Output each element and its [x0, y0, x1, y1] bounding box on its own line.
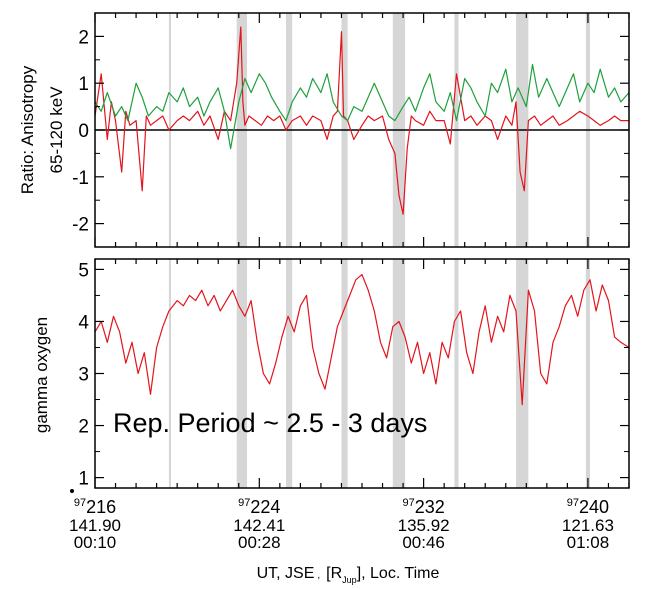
- period-annotation: Rep. Period ~ 2.5 - 3 days: [113, 408, 427, 438]
- x-tick-day: 224: [250, 497, 280, 517]
- x-tick-day: 216: [86, 497, 116, 517]
- x-tick-distance-label: 142.41: [233, 516, 285, 535]
- anisotropy-series-line-1: [94, 63, 630, 150]
- anisotropy-series: [94, 26, 630, 215]
- gamma-series: [94, 274, 630, 406]
- x-tick-distance-label: 141.90: [69, 516, 121, 535]
- gamma-y-tick-label: 5: [78, 260, 89, 281]
- anisotropy-series-line-0: [94, 26, 629, 215]
- x-axis-title-main: UT, JSE: [257, 565, 315, 582]
- anisotropy-x-ticks: [94, 13, 630, 247]
- gamma-shaded-band: [236, 259, 247, 488]
- x-tick-day: 240: [579, 497, 609, 517]
- x-tick-distance-label: 135.92: [398, 516, 450, 535]
- anisotropy-y-tick-label: -1: [72, 168, 89, 189]
- anisotropy-y-tick-label: 1: [78, 74, 89, 95]
- anisotropy-ylabel-line1: Ratio: Anisotropy: [18, 65, 37, 194]
- gamma-y-ticks: 1 2 3 4 5: [78, 260, 629, 490]
- gamma-ylabel: gamma oxygen: [32, 317, 51, 433]
- x-tick-day-label: 97240: [567, 497, 609, 517]
- x-tick-day-label: 97232: [402, 497, 444, 517]
- x-tick-year-sup: 97: [74, 497, 86, 509]
- gamma-x-ticks: [94, 259, 630, 488]
- gamma-shaded-band: [516, 259, 529, 488]
- anisotropy-panel: -2 -1 0 1 2 Ratio: Anisotropy 65-120 keV: [18, 12, 630, 248]
- gamma-series-line-0: [94, 274, 630, 406]
- gamma-y-tick-label: 3: [78, 365, 89, 386]
- anisotropy-y-tick-label: 0: [78, 121, 89, 142]
- gamma-y-tick-label: 4: [78, 312, 89, 333]
- x-tick-year-sup: 97: [238, 497, 250, 509]
- gamma-shaded-band: [392, 259, 406, 488]
- x-tick-day-label: 97216: [74, 497, 116, 517]
- gamma-oxygen-panel: 1 2 3 4 5 gamma oxygen Rep. Period ~ 2.5 - 3…: [32, 258, 630, 490]
- x-tick-day-label: 97224: [238, 497, 280, 517]
- gamma-shaded-band: [341, 259, 348, 488]
- x-axis-title-open: [R: [326, 565, 342, 582]
- gamma-shaded-band: [168, 259, 171, 488]
- anisotropy-ylabel-line2: 65-120 keV: [47, 86, 66, 174]
- gamma-shaded-band: [454, 259, 459, 488]
- x-axis-title-comma: ,: [317, 570, 320, 581]
- x-axis-title-sub: Jup: [342, 575, 357, 585]
- x-tick-day: 232: [415, 497, 445, 517]
- x-axis-title: UT, JSE, [RJup], Loc. Time: [257, 565, 440, 585]
- x-tick-distance-label: 121.63: [562, 516, 614, 535]
- x-tick-time-label: 00:28: [238, 533, 281, 552]
- anisotropy-y-tick-label: 2: [78, 27, 89, 48]
- anisotropy-y-ticks: -2 -1 0 1 2: [72, 12, 629, 248]
- gamma-shaded-band: [286, 259, 293, 488]
- x-tick-year-sup: 97: [402, 497, 414, 509]
- x-tick-time-label: 00:10: [74, 533, 117, 552]
- x-tick-labels: 97216141.9000:1097224142.4100:2897232135…: [69, 497, 614, 552]
- gamma-shaded-bands: [168, 259, 590, 488]
- gamma-shaded-band: [585, 259, 590, 488]
- x-axis-title-close: ], Loc. Time: [357, 565, 440, 582]
- x-tick-time-label: 00:46: [402, 533, 445, 552]
- axis-origin-dot: [70, 489, 74, 493]
- gamma-y-tick-label: 2: [78, 417, 89, 438]
- anisotropy-y-tick-label: -2: [72, 215, 89, 236]
- x-tick-time-label: 01:08: [567, 533, 610, 552]
- x-tick-year-sup: 97: [567, 497, 579, 509]
- gamma-y-tick-label: 1: [78, 469, 89, 490]
